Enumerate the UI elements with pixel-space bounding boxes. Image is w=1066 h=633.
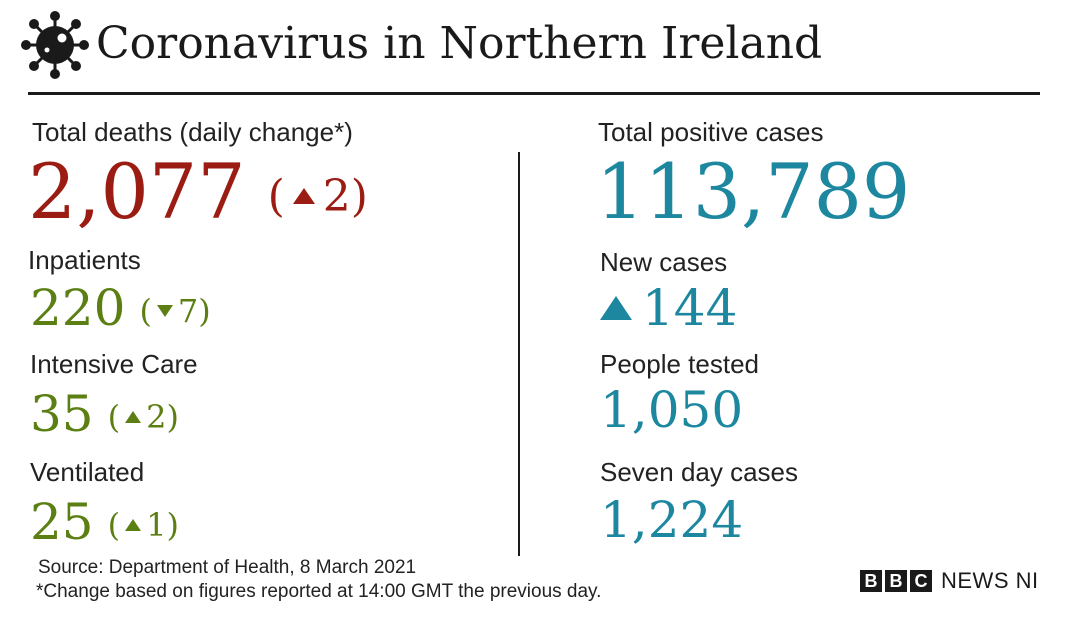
- ventilated-stat: 25 ( 1 ): [30, 494, 179, 550]
- news-ni-text: NEWS NI: [941, 568, 1039, 593]
- new-cases-stat: 144: [600, 280, 737, 336]
- bbc-news-ni-logo: B B C NEWS NI: [860, 568, 1039, 594]
- header-divider: [28, 92, 1040, 95]
- virus-icon: [20, 10, 90, 80]
- people-tested-value: 1,050: [600, 381, 744, 439]
- bbc-logo-letter: C: [910, 570, 932, 592]
- inpatients-change-value: 7: [177, 292, 199, 330]
- intensive-care-label: Intensive Care: [30, 349, 198, 379]
- total-deaths-change: ( 2 ): [267, 170, 368, 222]
- inpatients-value: 220: [30, 279, 126, 337]
- people-tested-label: People tested: [600, 349, 760, 379]
- up-arrow-icon: [125, 411, 142, 423]
- new-cases-label: New cases: [600, 247, 728, 277]
- inpatients-stat: 220 ( 7 ): [30, 280, 211, 336]
- total-deaths-label: Total deaths (daily change*): [32, 117, 353, 147]
- ventilated-label: Ventilated: [30, 457, 145, 487]
- total-deaths-value: 2,077: [28, 147, 246, 236]
- footnote-text: *Change based on figures reported at 14:…: [36, 581, 602, 602]
- total-deaths-stat: 2,077 ( 2 ): [28, 150, 368, 234]
- inpatients-label: Inpatients: [28, 245, 141, 275]
- intensive-care-stat: 35 ( 2 ): [30, 386, 179, 442]
- seven-day-cases-value: 1,224: [600, 491, 744, 549]
- down-arrow-icon: [156, 305, 173, 317]
- inpatients-change: ( 7 ): [139, 292, 211, 330]
- up-arrow-icon: [292, 188, 315, 204]
- ventilated-change-value: 1: [146, 506, 167, 544]
- ventilated-value: 25: [30, 493, 94, 551]
- seven-day-cases-label: Seven day cases: [600, 457, 799, 487]
- page-title: Coronavirus in Northern Ireland: [96, 18, 823, 69]
- intensive-care-change-value: 2: [146, 398, 167, 436]
- source-text: Source: Department of Health, 8 March 20…: [38, 557, 417, 578]
- up-arrow-icon: [600, 296, 632, 320]
- new-cases-value: 144: [642, 279, 738, 337]
- ventilated-change: ( 1 ): [107, 506, 179, 544]
- intensive-care-change: ( 2 ): [107, 398, 179, 436]
- bbc-logo-letter: B: [885, 570, 907, 592]
- up-arrow-icon: [125, 519, 142, 531]
- intensive-care-value: 35: [30, 385, 94, 443]
- total-deaths-change-value: 2: [322, 170, 351, 222]
- total-positive-value: 113,789: [596, 147, 911, 236]
- total-positive-label: Total positive cases: [598, 117, 824, 147]
- column-divider: [518, 152, 520, 556]
- bbc-logo-letter: B: [860, 570, 882, 592]
